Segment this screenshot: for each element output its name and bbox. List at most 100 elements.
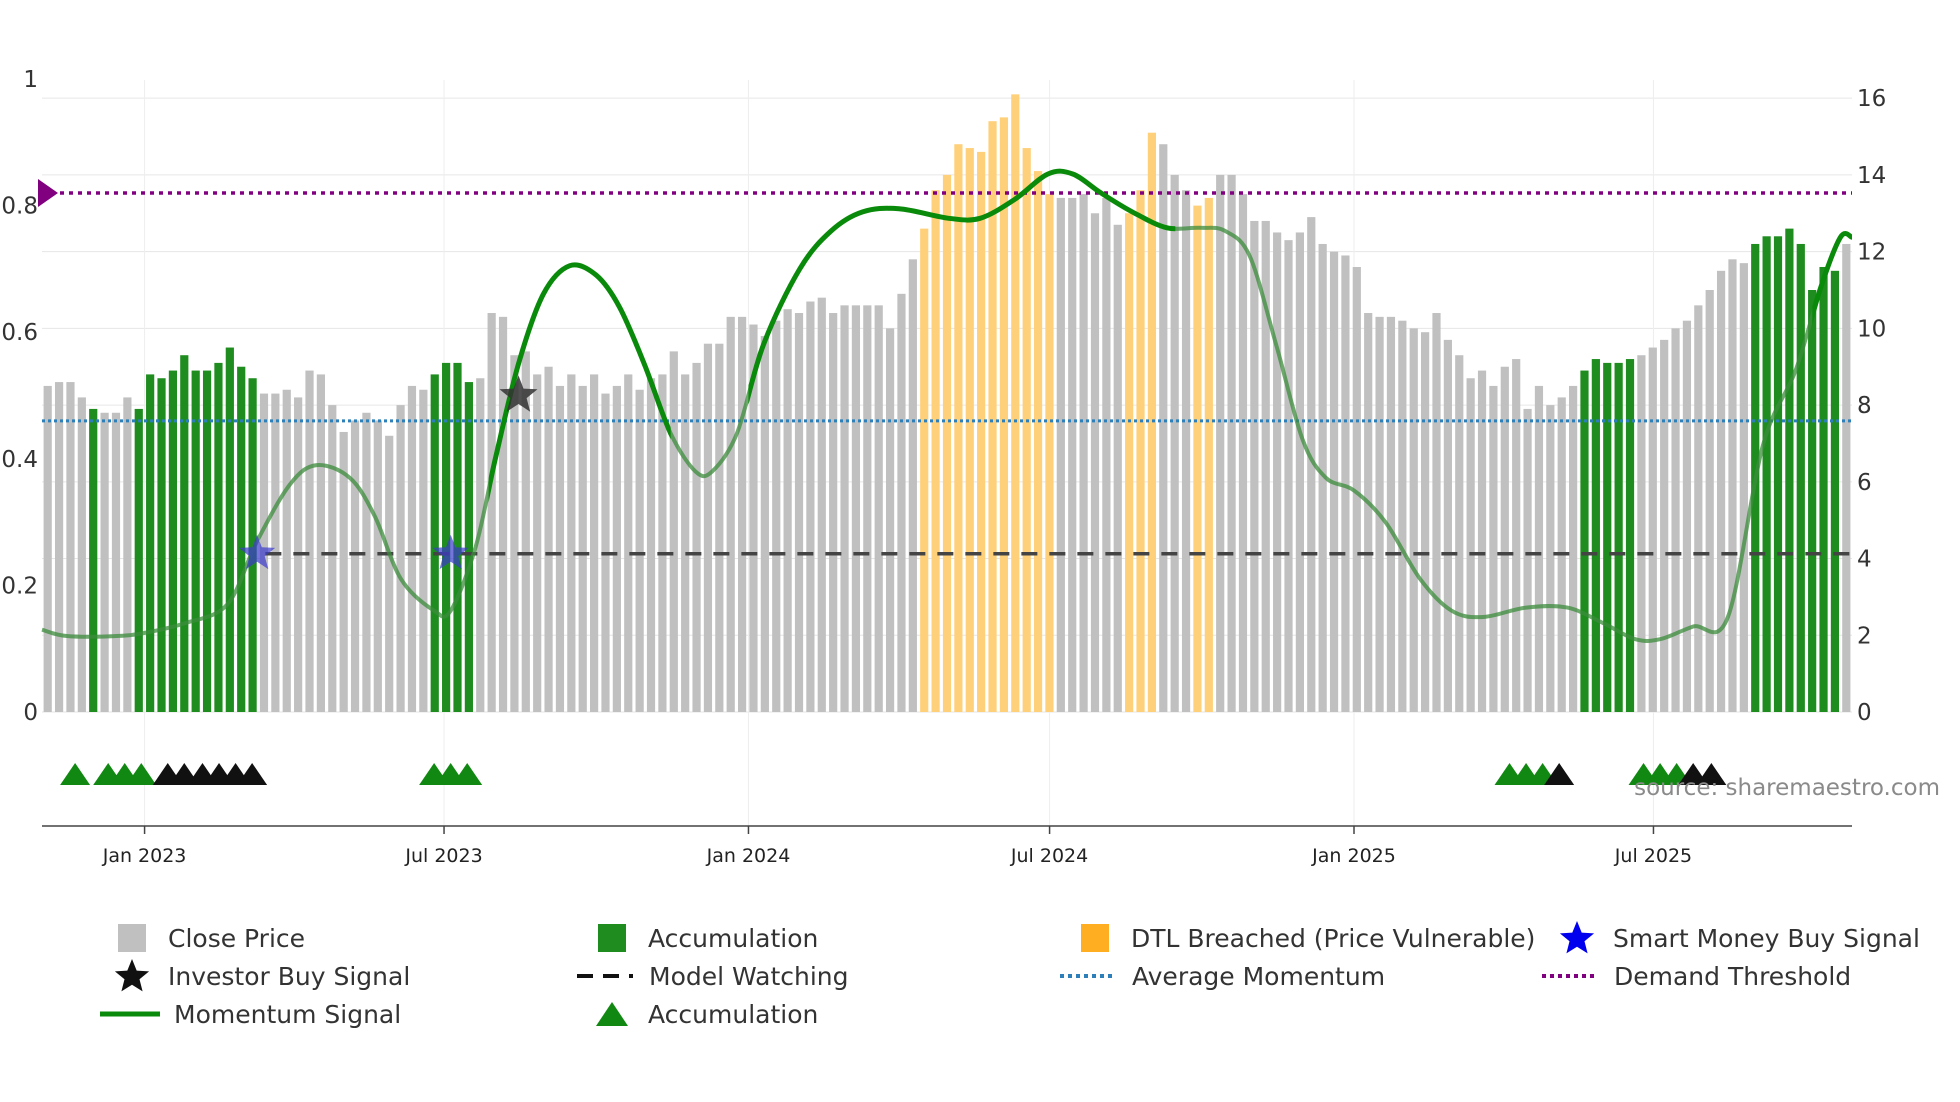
y-right-tick-label: 6 xyxy=(1857,470,1872,496)
price-bar xyxy=(897,293,906,712)
price-bar xyxy=(533,374,542,712)
accumulation-bar xyxy=(180,355,189,712)
legend-item-smart-money: Smart Money Buy Signal xyxy=(1555,920,1920,956)
price-bar xyxy=(373,420,382,712)
demand-threshold-marker xyxy=(38,178,58,207)
price-bar xyxy=(874,305,883,712)
price-bar xyxy=(1648,347,1657,712)
accumulation-bar xyxy=(168,370,178,712)
price-bar xyxy=(1386,316,1396,712)
price-bar xyxy=(772,320,781,712)
dtl-breached-bar xyxy=(1045,194,1054,712)
price-bar xyxy=(1682,320,1692,712)
price-bar xyxy=(476,378,485,712)
price-bar xyxy=(760,336,769,712)
smart-money-buy-star xyxy=(239,534,276,570)
price-bar xyxy=(840,305,849,712)
price-bar xyxy=(829,313,838,712)
price-bar xyxy=(510,355,519,712)
legend-label-model-watching: Model Watching xyxy=(649,961,849,991)
y-right-tick-label: 16 xyxy=(1857,86,1886,112)
legend-dot-line-blue xyxy=(1060,974,1116,978)
momentum-signal-emphasis xyxy=(748,168,1176,405)
price-bar xyxy=(703,343,713,712)
price-bar xyxy=(362,412,371,712)
price-bar xyxy=(1216,174,1225,713)
x-tick-label: Jul 2023 xyxy=(404,845,482,867)
price-bar xyxy=(1409,328,1418,712)
price-bar xyxy=(100,412,109,712)
legend-item-accumulation-bar: Accumulation xyxy=(590,920,818,956)
dtl-breached-bar xyxy=(965,148,974,712)
accumulation-bar xyxy=(464,382,473,712)
y-left-tick-label: 0 xyxy=(23,700,38,726)
y-left-tick-label: 0.8 xyxy=(1,194,38,220)
accumulation-bar xyxy=(430,374,439,712)
legend-swatch-accumulation xyxy=(598,924,626,952)
price-bar xyxy=(1842,243,1851,713)
price-bar xyxy=(1227,174,1236,713)
legend-item-momentum-signal: Momentum Signal xyxy=(100,996,401,1032)
price-bar xyxy=(715,343,724,712)
legend-label-smart-money: Smart Money Buy Signal xyxy=(1613,923,1920,953)
accumulation-bar xyxy=(1796,243,1805,713)
price-bar xyxy=(681,374,690,712)
accumulation-triangle xyxy=(126,763,157,785)
legend-dot-line-purple xyxy=(1542,974,1598,978)
accumulation-bar xyxy=(237,366,246,712)
price-bar xyxy=(1728,259,1737,712)
price-bar xyxy=(350,420,360,712)
price-bar xyxy=(624,374,633,712)
price-bar xyxy=(794,313,804,712)
price-bar xyxy=(1705,290,1714,712)
accumulation-bar xyxy=(202,370,212,712)
legend-label-investor-buy: Investor Buy Signal xyxy=(168,961,411,991)
price-bar xyxy=(1443,339,1452,712)
legend-star-icon-black xyxy=(114,959,150,992)
accumulation-bar xyxy=(1773,236,1783,713)
price-bar xyxy=(419,389,428,712)
dtl-breached-bar xyxy=(1022,148,1031,712)
price-bar xyxy=(863,305,872,712)
dtl-breached-bar xyxy=(999,117,1009,712)
price-bar xyxy=(658,374,667,712)
price-bar xyxy=(1102,197,1111,713)
price-bar xyxy=(1090,213,1100,713)
price-bar xyxy=(1671,328,1680,712)
price-bar xyxy=(1068,197,1077,713)
legend-triangle-icon xyxy=(596,1002,628,1026)
legend-label-accumulation: Accumulation xyxy=(648,923,819,953)
price-bar xyxy=(669,351,678,712)
price-bar xyxy=(1250,220,1259,713)
accumulation-bar xyxy=(1808,290,1817,712)
y-left-tick-label: 1 xyxy=(23,67,38,93)
y-right-tick-label: 12 xyxy=(1857,240,1886,266)
accumulation-triangle-dark xyxy=(237,763,268,785)
price-bar xyxy=(1352,266,1361,712)
price-bar xyxy=(806,301,815,712)
price-bar xyxy=(1238,194,1248,712)
y-right-tick-label: 0 xyxy=(1857,700,1872,726)
price-bar xyxy=(385,435,394,712)
price-bar xyxy=(544,366,553,712)
price-bar xyxy=(817,297,826,712)
dtl-breached-bar xyxy=(931,190,940,713)
dtl-breached-bar xyxy=(1033,171,1043,712)
price-bar xyxy=(851,305,861,712)
price-bar xyxy=(1569,385,1578,712)
legend-item-investor-buy: Investor Buy Signal xyxy=(110,958,410,994)
y-right-tick-label: 8 xyxy=(1857,393,1872,419)
accumulation-triangle-dark xyxy=(1696,763,1727,785)
price-bar xyxy=(1159,144,1168,712)
price-bar xyxy=(282,389,291,712)
legend-label-demand-threshold: Demand Threshold xyxy=(1614,961,1852,991)
price-bar xyxy=(692,362,701,712)
legend-swatch-close-price xyxy=(118,924,146,952)
x-tick-label: Jan 2025 xyxy=(1311,845,1396,867)
price-bar xyxy=(521,351,530,712)
price-bar xyxy=(1500,366,1509,712)
price-bar xyxy=(646,378,656,712)
legend-label-average-momentum: Average Momentum xyxy=(1132,961,1386,991)
chart-canvas: Jan 2023 Jul 2023 Jan 2024 Jul 2024 Jan 2025… xyxy=(1,67,1940,867)
